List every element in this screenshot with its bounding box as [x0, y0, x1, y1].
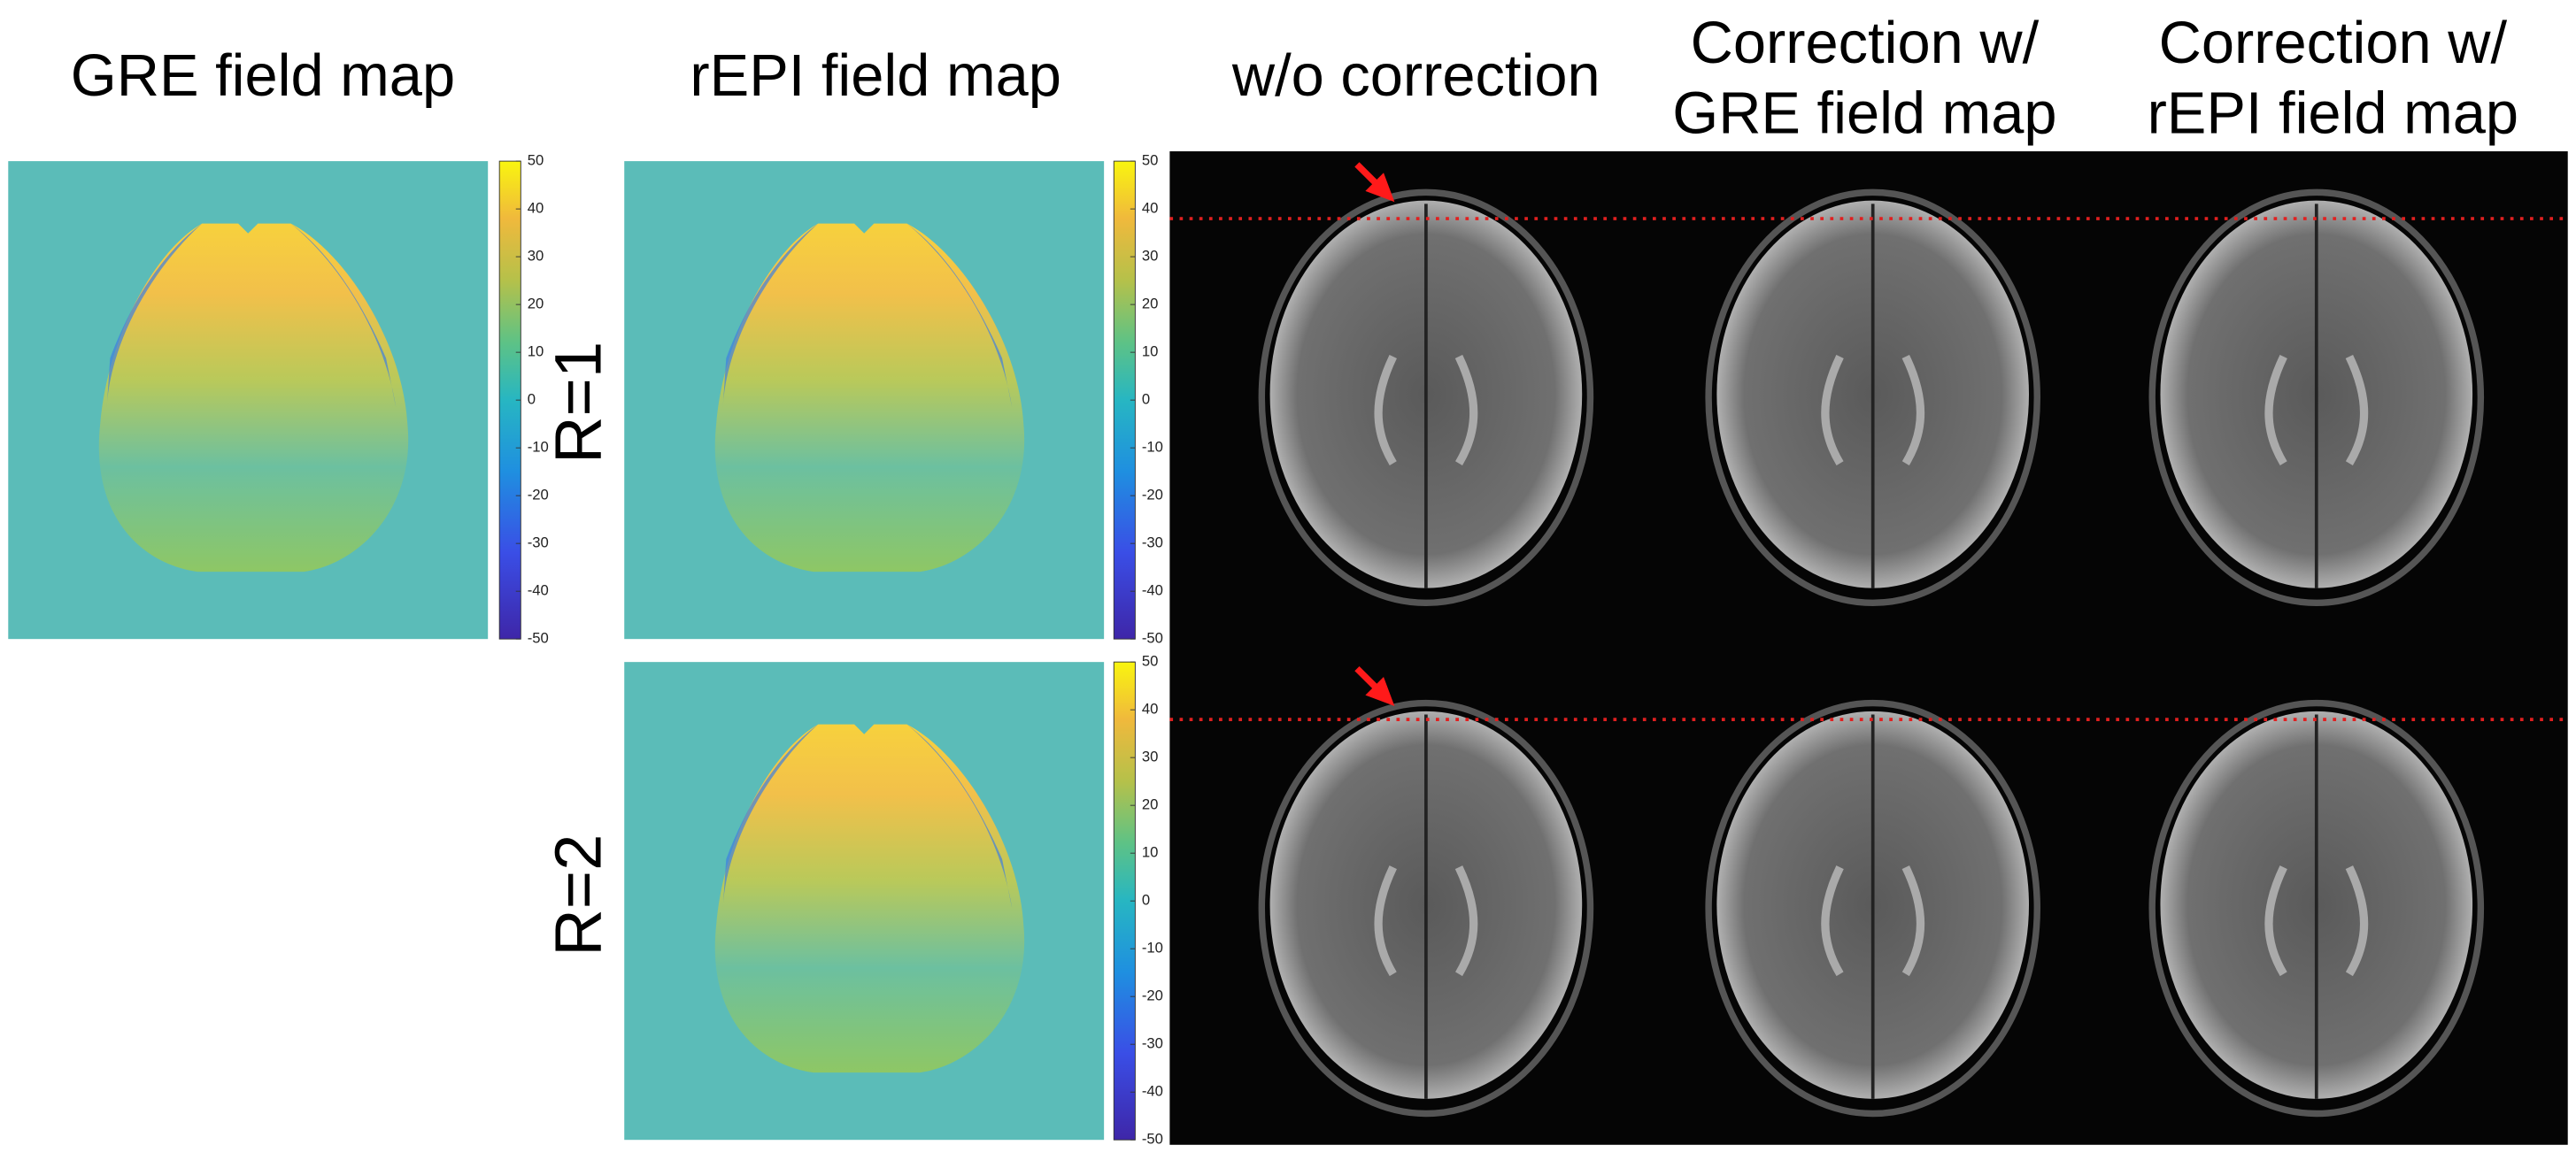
brain-image — [1261, 703, 1590, 1114]
colorbar-tick-label: 20 — [1142, 296, 1159, 312]
colorbar-tick-label: -40 — [1142, 1083, 1163, 1100]
brain-image — [2152, 703, 2480, 1114]
colorbar-tick-label: 30 — [528, 248, 544, 265]
colorbar-tick-label: -20 — [1142, 487, 1163, 503]
column-title: rEPI field map — [2148, 81, 2519, 147]
brain-image — [1261, 192, 1590, 603]
colorbar-tick-label: 30 — [1142, 749, 1159, 765]
colorbar-tick-label: -10 — [528, 439, 549, 456]
colorbar-tick-label: 0 — [1142, 892, 1150, 909]
repi-field-map-r1 — [624, 161, 1105, 640]
colorbar-tick-label: 50 — [528, 152, 544, 169]
colorbar-tick-label: 30 — [1142, 248, 1159, 265]
column-title: GRE field map — [1672, 81, 2056, 147]
colorbar-tick-label: -20 — [1142, 987, 1163, 1004]
colorbar-tick-label: 20 — [528, 296, 544, 312]
colorbar-tick-label: 40 — [1142, 200, 1159, 217]
column-title: GRE field map — [71, 43, 455, 109]
colorbar-tick-label: -50 — [1142, 1131, 1163, 1148]
colorbar-tick-label: 0 — [528, 391, 536, 408]
colorbar-tick-label: -10 — [1142, 439, 1163, 456]
column-title: w/o correction — [1231, 43, 1600, 109]
colorbar-tick-label: 40 — [528, 200, 544, 217]
colorbar-tick-label: -30 — [528, 534, 549, 551]
colorbar-tick-label: -20 — [528, 487, 549, 503]
repi-field-map-r2 — [624, 662, 1105, 1141]
gre-field-map — [8, 161, 489, 640]
row-label: R=1 — [541, 342, 614, 464]
colorbar-tick-label: -10 — [1142, 940, 1163, 957]
brain-image — [2152, 192, 2480, 603]
column-title: rEPI field map — [690, 43, 1061, 109]
colorbar-tick-label: -30 — [1142, 534, 1163, 551]
brain-image — [1708, 703, 2037, 1114]
colorbar-tick-label: 10 — [528, 343, 544, 360]
colorbar-tick-label: 40 — [1142, 701, 1159, 718]
arrows — [1354, 162, 1395, 706]
colorbar-tick-label: -50 — [528, 630, 549, 647]
row-label: R=2 — [541, 834, 614, 957]
colorbar-tick-label: -40 — [1142, 582, 1163, 599]
colorbar-tick-label: 10 — [1142, 844, 1159, 861]
colorbar-tick-label: 10 — [1142, 343, 1159, 360]
brain-image — [1708, 192, 2037, 603]
labels: GRE field map rEPI field map w/o correctio… — [71, 11, 2518, 1148]
colorbar-tick-label: -50 — [1142, 630, 1163, 647]
colorbar-tick-label: 0 — [1142, 391, 1150, 408]
colorbar-tick-label: -40 — [528, 582, 549, 599]
colorbar-tick-label: 20 — [1142, 796, 1159, 813]
colorbar-tick-label: 50 — [1142, 152, 1159, 169]
colorbar-tick-label: -30 — [1142, 1035, 1163, 1052]
column-title: Correction w/ — [1691, 11, 2040, 76]
column-title: Correction w/ — [2159, 11, 2508, 76]
colorbar-tick-label: 50 — [1142, 653, 1159, 670]
